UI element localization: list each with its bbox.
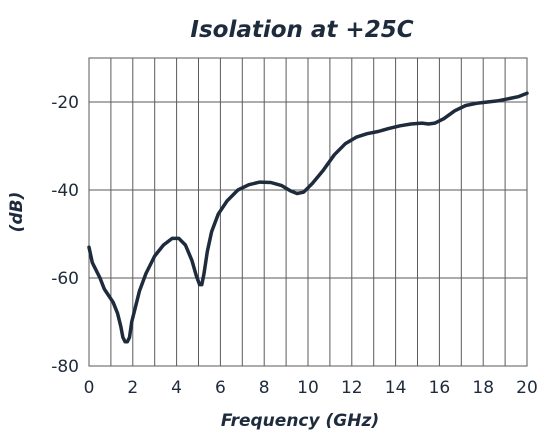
x-tick-label: 4 xyxy=(171,378,182,398)
x-tick-label: 2 xyxy=(127,378,138,398)
grid-layer xyxy=(88,58,528,367)
x-tick-label: 12 xyxy=(341,378,363,398)
y-tick-label: -20 xyxy=(51,93,79,113)
series-line xyxy=(87,91,529,344)
chart-title: Isolation at +25C xyxy=(190,17,413,43)
x-tick-label: 8 xyxy=(259,378,270,398)
x-tick-label: 10 xyxy=(297,378,319,398)
x-tick-label: 14 xyxy=(385,378,407,398)
y-tick-label: -40 xyxy=(51,181,79,201)
series-layer xyxy=(87,91,529,344)
x-tick-label: 16 xyxy=(429,378,451,398)
y-axis-label: (dB) xyxy=(7,192,27,233)
plot-border xyxy=(88,57,528,367)
y-tick-label: -60 xyxy=(51,269,79,289)
x-tick-label: 6 xyxy=(215,378,226,398)
tick-layer: 0 2 4 6 8 10 12 14 16 18 20 -80 -60 -40 -20 xyxy=(51,93,538,398)
x-tick-label: 0 xyxy=(84,378,95,398)
x-axis-label: Frequency (GHz) xyxy=(221,411,379,431)
x-tick-label: 20 xyxy=(516,378,538,398)
x-tick-label: 18 xyxy=(472,378,494,398)
y-tick-label: -80 xyxy=(51,357,79,377)
